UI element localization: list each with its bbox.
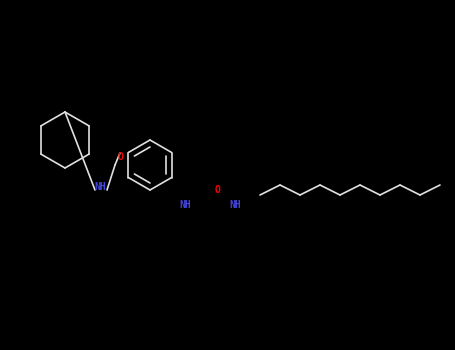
Text: NH: NH [94, 182, 106, 192]
Text: NH: NH [229, 200, 241, 210]
Text: O: O [118, 152, 124, 162]
Text: O: O [215, 185, 221, 195]
Text: NH: NH [179, 200, 191, 210]
